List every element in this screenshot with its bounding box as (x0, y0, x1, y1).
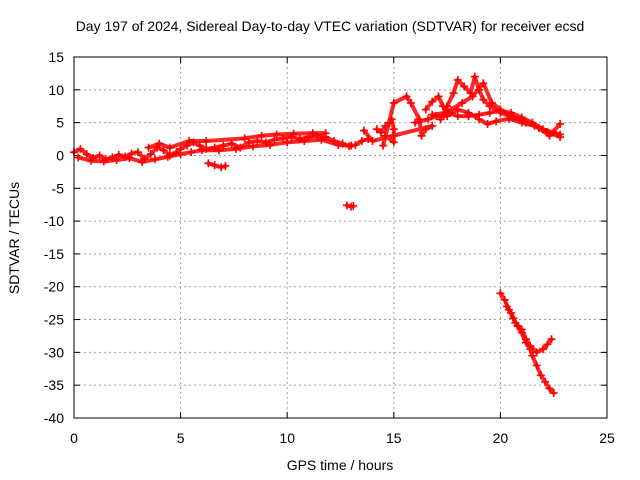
plot-frame (73, 56, 608, 419)
x-tick-label: 20 (493, 430, 509, 446)
chart-title: Day 197 of 2024, Sidereal Day-to-day VTE… (76, 18, 585, 34)
x-tick-label: 10 (279, 430, 295, 446)
y-tick-label: -30 (44, 344, 64, 360)
series-trace (206, 161, 228, 170)
y-tick-label: 5 (56, 115, 64, 131)
y-tick-label: -35 (44, 377, 64, 393)
y-tick-label: -20 (44, 279, 64, 295)
series-trace (76, 137, 354, 165)
series-trace (146, 131, 328, 150)
series-trace (72, 133, 371, 162)
y-tick-label: -40 (44, 410, 64, 426)
x-axis-label: GPS time / hours (287, 457, 394, 473)
series-cluster_14_16h (359, 92, 437, 150)
series-dip_near_7h (204, 159, 230, 172)
grid (74, 57, 607, 418)
x-tick-label: 5 (177, 430, 185, 446)
series-arc_c (411, 105, 565, 142)
x-tick-label: 0 (70, 430, 78, 446)
x-tick-label: 15 (386, 430, 402, 446)
y-axis-label: SDTVAR / TECUs (6, 182, 22, 294)
y-tick-label: -15 (44, 246, 64, 262)
series-trace (344, 203, 356, 209)
data-points (70, 72, 565, 398)
series-trace (504, 304, 554, 355)
y-tick-label: -10 (44, 213, 64, 229)
y-tick-label: 15 (48, 49, 64, 65)
series-isolated_13h (342, 201, 358, 211)
series-arc_d (428, 79, 565, 140)
series-trace (430, 81, 563, 138)
series-descending_branch_2 (502, 302, 556, 357)
series-main_band_upper (144, 129, 330, 152)
series-trace (361, 94, 435, 148)
series-main_band_lower (74, 135, 356, 167)
y-tick-label: -5 (52, 180, 65, 196)
axis-ticks: 0 5 10 15 20 25 15 10 5 0 -5 -10 -15 -20 -25 -30 -35 -40 (44, 49, 615, 446)
y-tick-label: -25 (44, 312, 64, 328)
x-tick-label: 25 (599, 430, 615, 446)
y-tick-label: 0 (56, 147, 64, 163)
y-tick-label: 10 (48, 82, 64, 98)
